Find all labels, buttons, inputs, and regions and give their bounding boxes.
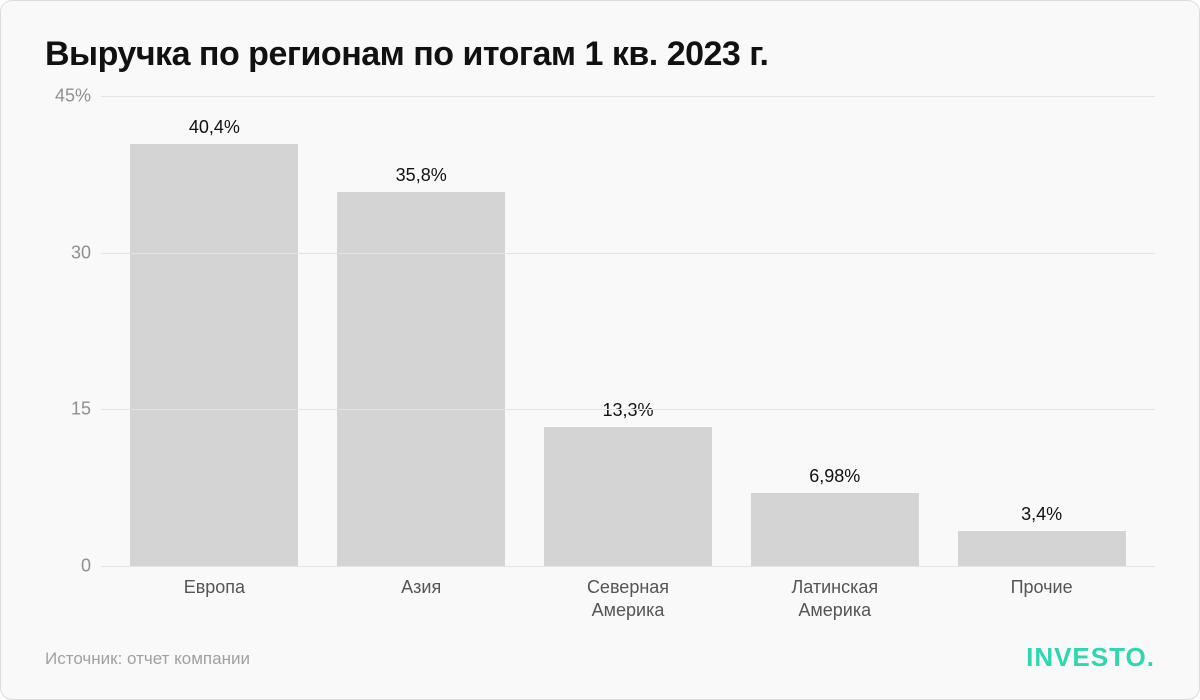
chart-title: Выручка по регионам по итогам 1 кв. 2023… — [45, 35, 1155, 74]
plot-area: 40,4% 35,8% 13,3% 6,98% 3,4% — [101, 96, 1155, 566]
x-axis-labels: ЕвропаАзияСевернаяАмерикаЛатинскаяАмерик… — [101, 566, 1155, 621]
bar — [958, 531, 1126, 567]
y-axis: 0153045% — [45, 96, 101, 566]
bar-slot: 6,98% — [731, 96, 938, 566]
bar-slot: 13,3% — [525, 96, 732, 566]
brand-logo: INVESTO. — [1026, 642, 1155, 673]
x-axis-label: Азия — [318, 576, 525, 621]
logo-dot: . — [1147, 642, 1155, 672]
gridline — [101, 566, 1155, 567]
logo-text: INVESTO — [1026, 642, 1147, 672]
bars-container: 40,4% 35,8% 13,3% 6,98% 3,4% — [101, 96, 1155, 566]
source-label: Источник: отчет компании — [45, 649, 250, 669]
chart-card: Выручка по регионам по итогам 1 кв. 2023… — [0, 0, 1200, 700]
bar-value-label: 3,4% — [1021, 504, 1062, 525]
y-tick-label: 15 — [71, 399, 91, 420]
bar — [544, 427, 712, 566]
bar — [751, 493, 919, 566]
gridline — [101, 96, 1155, 97]
bar-value-label: 6,98% — [809, 466, 860, 487]
bar-slot: 35,8% — [318, 96, 525, 566]
bar-value-label: 13,3% — [602, 400, 653, 421]
x-axis-label: Прочие — [938, 576, 1145, 621]
gridline — [101, 409, 1155, 410]
bar — [130, 144, 298, 566]
bar-value-label: 40,4% — [189, 117, 240, 138]
y-tick-label: 0 — [81, 556, 91, 577]
bar-slot: 3,4% — [938, 96, 1145, 566]
bar-slot: 40,4% — [111, 96, 318, 566]
gridline — [101, 253, 1155, 254]
x-axis-label: Европа — [111, 576, 318, 621]
bar-value-label: 35,8% — [396, 165, 447, 186]
chart-area: 0153045% 40,4%35,8%13,3%6,98%3,4% — [45, 96, 1155, 566]
bar — [337, 192, 505, 566]
y-tick-label: 30 — [71, 242, 91, 263]
x-axis-label: ЛатинскаяАмерика — [731, 576, 938, 621]
y-tick-label: 45% — [55, 86, 91, 107]
x-axis-label: СевернаяАмерика — [525, 576, 732, 621]
